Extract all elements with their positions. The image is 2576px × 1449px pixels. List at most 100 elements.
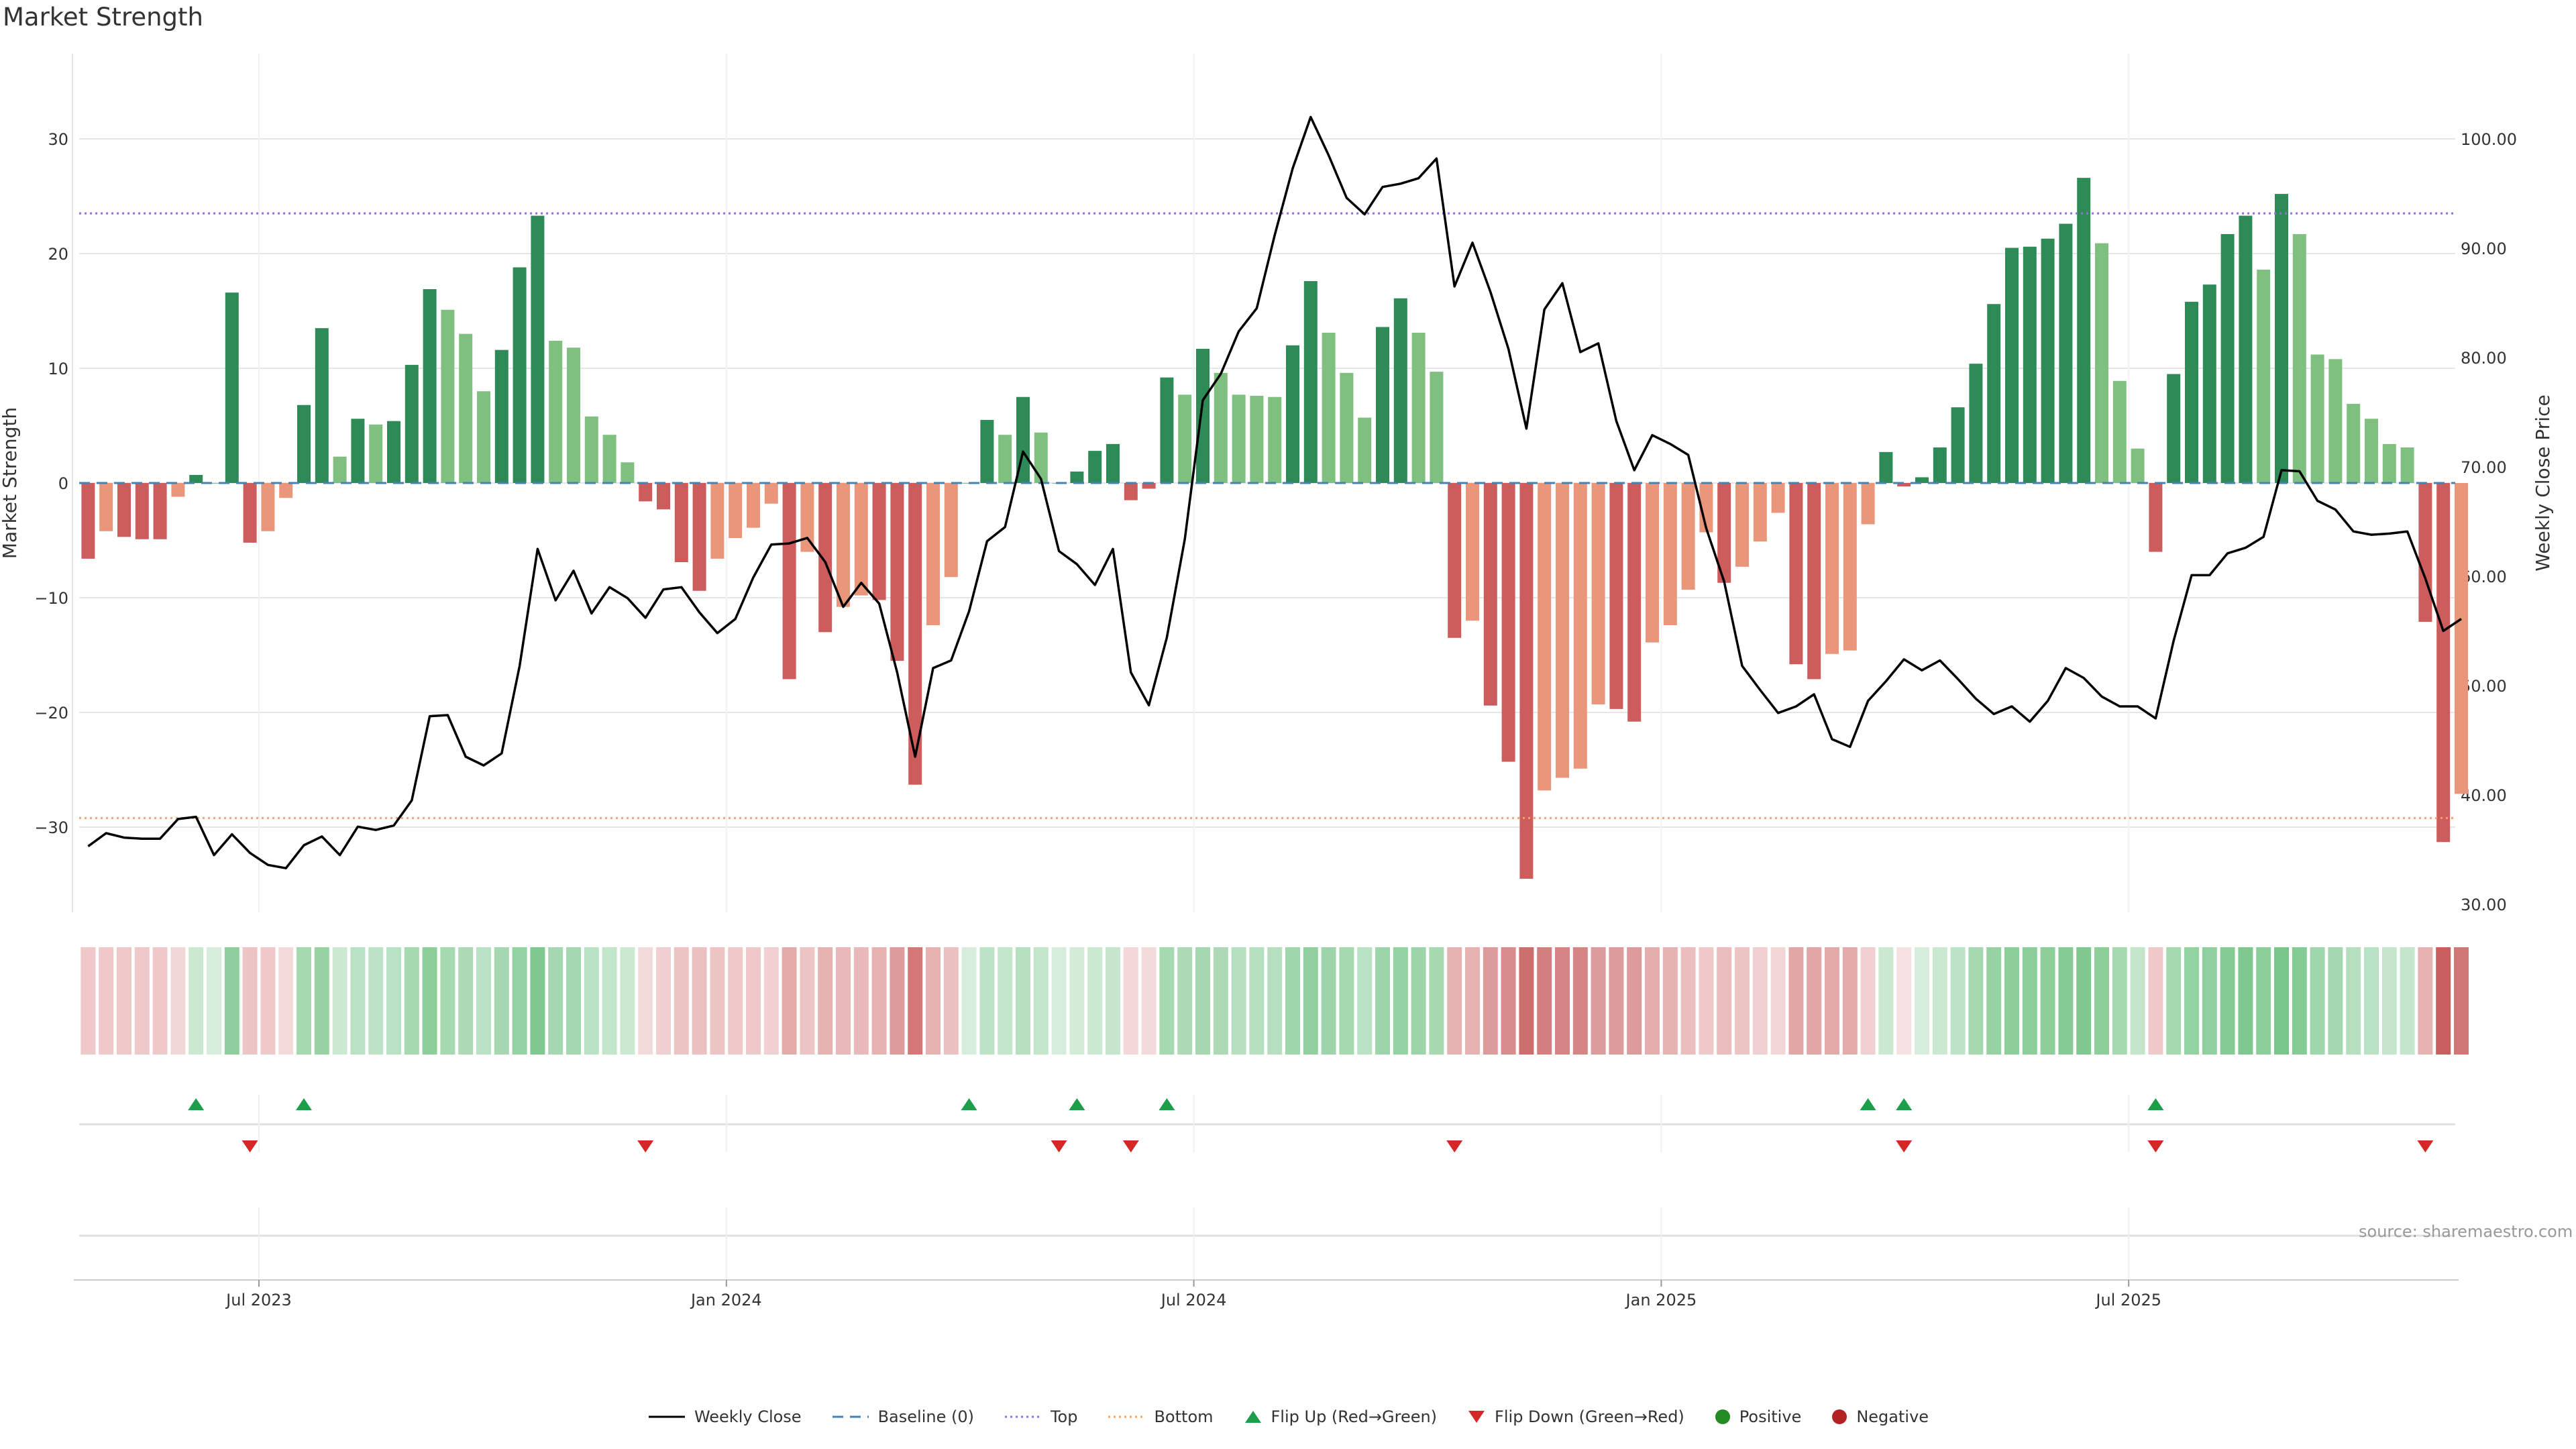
flip-up-marker bbox=[1860, 1098, 1876, 1110]
strength-bar bbox=[2059, 223, 2073, 483]
heat-cell bbox=[1106, 947, 1120, 1055]
heat-cell bbox=[1609, 947, 1624, 1055]
heat-cell bbox=[1447, 947, 1462, 1055]
heat-cell bbox=[1645, 947, 1660, 1055]
heat-cell bbox=[853, 947, 869, 1055]
strength-bar bbox=[2220, 233, 2235, 483]
strength-bar bbox=[1969, 364, 1983, 483]
strength-bar bbox=[1430, 372, 1444, 483]
heat-cell bbox=[1572, 947, 1588, 1055]
y-tick-label: 10 bbox=[48, 360, 68, 378]
heat-cell bbox=[1842, 947, 1858, 1055]
heat-cell bbox=[998, 947, 1013, 1055]
strength-bar bbox=[1735, 483, 1749, 567]
strength-bar bbox=[1124, 483, 1138, 500]
flip-up-marker bbox=[961, 1098, 977, 1110]
heat-cell bbox=[1735, 947, 1750, 1055]
legend-label-positive: Positive bbox=[1739, 1407, 1802, 1426]
strength-bar bbox=[405, 364, 419, 483]
strength-bar bbox=[1861, 483, 1875, 525]
strength-bar bbox=[854, 483, 868, 596]
heat-cell bbox=[2202, 947, 2217, 1055]
strength-bar bbox=[890, 483, 904, 661]
heat-cell bbox=[1069, 947, 1085, 1055]
legend-label-negative: Negative bbox=[1856, 1407, 1929, 1426]
flip-up-marker bbox=[188, 1098, 205, 1110]
strength-bar bbox=[747, 483, 760, 528]
heat-cell bbox=[1662, 947, 1678, 1055]
legend-item-flip-down: Flip Down (Green→Red) bbox=[1466, 1407, 1684, 1426]
strength-bar bbox=[2347, 404, 2361, 483]
heat-cell bbox=[2220, 947, 2235, 1055]
heat-cell bbox=[1986, 947, 2002, 1055]
strength-bar bbox=[513, 267, 527, 483]
y-tick-label: 20 bbox=[48, 245, 68, 264]
y2-tick-label: 40.00 bbox=[2461, 786, 2507, 805]
heat-cell bbox=[1770, 947, 1786, 1055]
heat-cell bbox=[1016, 947, 1030, 1055]
heat-cell bbox=[1195, 947, 1210, 1055]
heat-cell bbox=[1123, 947, 1138, 1055]
heat-cell bbox=[2454, 947, 2469, 1055]
strength-bar bbox=[423, 289, 437, 483]
heat-cell bbox=[297, 947, 311, 1055]
strength-bar bbox=[1358, 417, 1372, 483]
strength-bar bbox=[1609, 483, 1623, 709]
legend-item-positive: Positive bbox=[1714, 1407, 1802, 1426]
strength-bar bbox=[477, 391, 490, 483]
heat-cell bbox=[1465, 947, 1480, 1055]
heat-cell bbox=[2094, 947, 2109, 1055]
heat-cell bbox=[2256, 947, 2271, 1055]
heat-cell bbox=[1717, 947, 1732, 1055]
strength-bar bbox=[674, 483, 688, 562]
heat-cell bbox=[1285, 947, 1300, 1055]
heat-cell bbox=[1249, 947, 1265, 1055]
heat-cell bbox=[1411, 947, 1426, 1055]
strength-bar bbox=[2310, 354, 2324, 483]
heat-cell bbox=[674, 947, 689, 1055]
heat-cell bbox=[99, 947, 114, 1055]
strength-bar bbox=[171, 483, 185, 497]
legend-label-bottom: Bottom bbox=[1154, 1407, 1214, 1426]
strength-bar bbox=[2112, 380, 2127, 483]
strength-bar bbox=[549, 340, 563, 483]
strength-bar bbox=[1681, 483, 1695, 590]
heat-cell bbox=[871, 947, 887, 1055]
y2-tick-label: 50.00 bbox=[2461, 677, 2507, 696]
strength-bar bbox=[2167, 374, 2181, 483]
strength-bar bbox=[1627, 483, 1642, 722]
heat-cell bbox=[926, 947, 941, 1055]
strength-bar bbox=[1663, 483, 1677, 626]
heat-cell bbox=[1968, 947, 1984, 1055]
strength-bar bbox=[1879, 451, 1893, 483]
strength-bar bbox=[782, 483, 796, 680]
heat-cell bbox=[224, 947, 239, 1055]
strength-bar bbox=[1753, 483, 1767, 542]
strength-bar bbox=[1807, 483, 1821, 680]
heat-cell bbox=[2364, 947, 2379, 1055]
strength-bar bbox=[1771, 483, 1785, 513]
strength-bar bbox=[2149, 483, 2163, 552]
y2-tick-label: 100.00 bbox=[2461, 130, 2517, 149]
legend-label-flip-down: Flip Down (Green→Red) bbox=[1495, 1407, 1684, 1426]
strength-bar bbox=[2400, 447, 2414, 483]
heat-cell bbox=[422, 947, 437, 1055]
strength-bar bbox=[387, 421, 400, 483]
strength-bar bbox=[1448, 483, 1462, 638]
heat-cell bbox=[2418, 947, 2433, 1055]
heat-cell bbox=[1915, 947, 1929, 1055]
heat-cell bbox=[476, 947, 491, 1055]
strength-bar bbox=[1915, 477, 1929, 483]
heat-cell bbox=[728, 947, 743, 1055]
heat-cell bbox=[404, 947, 419, 1055]
strength-bar bbox=[1951, 407, 1965, 483]
strength-bar bbox=[2041, 238, 2055, 483]
heat-cell bbox=[458, 947, 474, 1055]
heat-cell bbox=[782, 947, 797, 1055]
heat-cell bbox=[1231, 947, 1246, 1055]
strength-bar bbox=[261, 483, 275, 531]
heat-cell bbox=[566, 947, 581, 1055]
strength-bar bbox=[2365, 419, 2378, 483]
strength-bar bbox=[1699, 483, 1713, 533]
